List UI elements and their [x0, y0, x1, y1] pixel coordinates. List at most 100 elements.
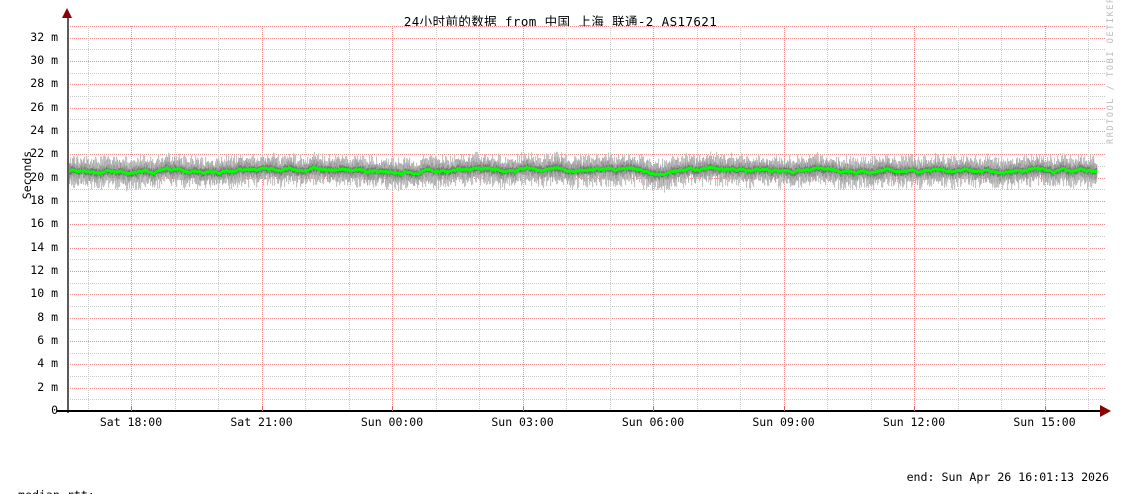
grid-line-vertical-minor [740, 26, 741, 411]
grid-line-minor [67, 189, 1105, 191]
grid-line-vertical-minor [609, 26, 611, 411]
x-tick-mark [914, 406, 915, 411]
grid-line-major [67, 201, 1105, 202]
plot-area [67, 26, 1105, 411]
x-tick-label: Sun 03:00 [491, 415, 554, 429]
x-tick-mark [261, 406, 263, 411]
x-tick-mark [1044, 406, 1046, 411]
rrdtool-watermark: RRDTOOL / TOBI OETIKER [1106, 0, 1116, 144]
grid-line-major [67, 131, 1105, 132]
grid-line-vertical-minor [566, 26, 567, 411]
grid-line-major [67, 61, 1105, 62]
y-tick-label: 8 m [37, 309, 58, 324]
grid-line-major [67, 224, 1105, 226]
y-tick-label: 12 m [30, 263, 58, 277]
grid-line-minor [67, 376, 1105, 377]
x-tick-label: Sun 15:00 [1013, 415, 1076, 429]
grid-line-minor [67, 96, 1105, 97]
y-tick-label: 0 [51, 403, 58, 417]
graph-title: 24小时前的数据 from 中国 上海 联通-2 AS17621 [403, 14, 718, 29]
grid-line-minor [67, 282, 1105, 284]
y-axis-arrow-icon [62, 8, 72, 18]
x-axis-arrow-icon [1100, 405, 1111, 417]
grid-line-vertical-minor [696, 26, 698, 411]
y-tick-label: 32 m [30, 29, 58, 44]
grid-line-major [67, 294, 1105, 296]
grid-line-major [67, 247, 1105, 249]
grid-line-vertical-minor [870, 26, 872, 411]
x-tick-label: Sat 18:00 [99, 415, 163, 429]
y-tick-label: 28 m [30, 76, 58, 91]
graph-footer: median rtt: 20.6 ms avg 20.9 ms max 20.0… [18, 430, 1108, 494]
y-tick-label: 30 m [30, 53, 58, 67]
grid-line-major [67, 341, 1105, 342]
x-tick-label: Sun 09:00 [752, 415, 815, 429]
grid-line-minor [67, 49, 1105, 51]
y-tick-label: 2 m [37, 379, 58, 394]
grid-layer [67, 26, 1105, 411]
grid-line-vertical-major [653, 26, 654, 411]
grid-line-major [67, 317, 1105, 319]
grid-line-vertical-minor [827, 26, 828, 411]
y-tick-label: 4 m [37, 356, 58, 371]
grid-line-vertical-minor [1088, 26, 1089, 411]
y-tick-label: 10 m [30, 286, 58, 301]
grid-line-vertical-minor [218, 26, 219, 411]
grid-line-vertical-major [261, 26, 263, 411]
x-tick-mark [522, 406, 524, 411]
grid-line-major [67, 387, 1105, 389]
grid-line-minor [67, 259, 1105, 261]
x-tick-label: Sun 12:00 [882, 415, 946, 429]
grid-line-major [67, 271, 1105, 272]
x-tick-mark [392, 406, 393, 411]
grid-line-vertical-major [392, 26, 393, 411]
data-layer [67, 26, 1105, 411]
grid-line-major [67, 84, 1105, 86]
x-tick-mark [653, 406, 654, 411]
grid-line-vertical-major [522, 26, 524, 411]
grid-line-vertical-minor [348, 26, 350, 411]
grid-line-minor [67, 306, 1105, 307]
grid-line-major [67, 364, 1105, 366]
grid-line-minor [67, 399, 1105, 401]
y-tick-label: 18 m [30, 193, 58, 207]
y-tick-label: 16 m [30, 216, 58, 231]
x-tick-label: Sat 21:00 [230, 415, 293, 429]
grid-line-minor [67, 352, 1105, 354]
x-tick-mark [131, 406, 132, 411]
grid-line-vertical-major [914, 26, 915, 411]
grid-line-vertical-minor [1001, 26, 1002, 411]
x-tick-label: Sun 06:00 [621, 415, 685, 429]
grid-line-minor [67, 329, 1105, 331]
y-tick-label: 6 m [37, 333, 58, 347]
end-timestamp: end: Sun Apr 26 16:01:13 2026 [906, 470, 1109, 484]
y-tick-label: 20 m [30, 169, 58, 184]
grid-line-vertical-minor [479, 26, 480, 411]
y-tick-label: 22 m [30, 146, 58, 161]
grid-line-vertical-major [131, 26, 132, 411]
grid-line-vertical-minor [174, 26, 176, 411]
grid-line-minor [67, 72, 1105, 74]
grid-line-vertical-minor [87, 26, 89, 411]
median-rtt-line [67, 165, 1098, 177]
x-tick-mark [783, 406, 785, 411]
grid-line-minor [67, 119, 1105, 121]
grid-line-major [67, 37, 1105, 39]
grid-line-vertical-major [783, 26, 785, 411]
x-axis-line [57, 410, 1105, 412]
grid-line-major [67, 26, 1105, 27]
grid-line-vertical-minor [957, 26, 959, 411]
grid-line-vertical-minor [305, 26, 306, 411]
grid-line-major [67, 107, 1105, 109]
grid-line-vertical-major [1044, 26, 1046, 411]
y-tick-label: 26 m [30, 99, 58, 114]
y-tick-label: 14 m [30, 239, 58, 254]
median-rtt-row: median rtt: 20.6 ms avg 20.9 ms max 20.0… [18, 474, 1108, 494]
grid-line-minor [67, 212, 1105, 214]
grid-line-minor [67, 142, 1105, 144]
y-tick-label: 24 m [30, 123, 58, 137]
median-rtt-label: median rtt: [18, 488, 95, 494]
grid-line-vertical-minor [435, 26, 437, 411]
y-axis-line [67, 16, 69, 413]
